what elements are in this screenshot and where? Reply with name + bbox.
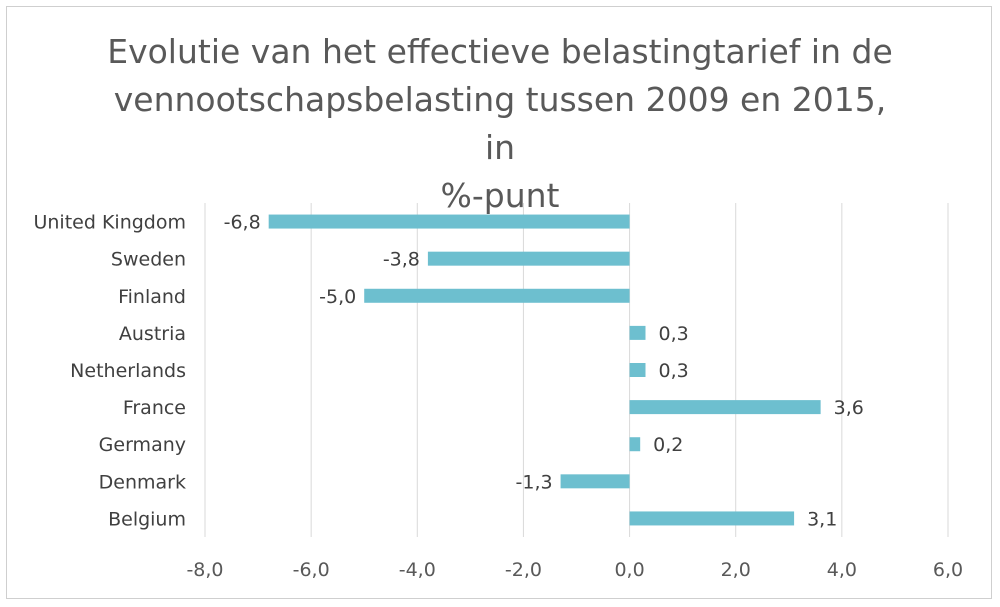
chart-title-line-3: %-punt xyxy=(440,176,560,215)
chart-title-line-2: vennootschapsbelasting tussen 2009 en 20… xyxy=(113,80,887,167)
category-label: Germany xyxy=(99,434,186,456)
data-label: -3,8 xyxy=(383,249,420,271)
data-label: 0,2 xyxy=(653,434,683,456)
category-label: Netherlands xyxy=(70,360,186,382)
bar xyxy=(364,288,630,303)
category-label: Belgium xyxy=(108,508,186,530)
data-label: 3,1 xyxy=(807,508,837,530)
chart-title: Evolutie van het effectieve belastingtar… xyxy=(100,28,900,220)
data-label: 3,6 xyxy=(834,397,864,419)
data-label: -5,0 xyxy=(319,286,356,308)
category-label: Finland xyxy=(118,286,186,308)
bar xyxy=(268,214,630,229)
category-label: France xyxy=(123,397,186,419)
category-label: United Kingdom xyxy=(33,212,186,234)
x-tick-label: 4,0 xyxy=(827,559,857,581)
category-label: Denmark xyxy=(99,471,186,493)
bar xyxy=(560,474,630,489)
data-label: 0,3 xyxy=(658,323,688,345)
bar xyxy=(629,363,646,377)
x-tick-label: 6,0 xyxy=(933,559,963,581)
x-tick-label: -2,0 xyxy=(505,559,542,581)
chart-title-line-1: Evolutie van het effectieve belastingtar… xyxy=(107,32,893,71)
bar xyxy=(629,511,795,526)
bar xyxy=(629,400,821,415)
category-label: Austria xyxy=(119,323,186,345)
x-tick-label: -6,0 xyxy=(293,559,330,581)
data-label: 0,3 xyxy=(658,360,688,382)
bar xyxy=(629,325,646,340)
data-label: -6,8 xyxy=(224,212,261,234)
x-tick-label: 0,0 xyxy=(614,559,644,581)
x-tick-label: -4,0 xyxy=(399,559,436,581)
bar xyxy=(629,437,641,452)
x-tick-label: 2,0 xyxy=(721,559,751,581)
bar xyxy=(427,251,630,266)
x-tick-label: -8,0 xyxy=(186,559,223,581)
data-label: -1,3 xyxy=(516,471,553,493)
category-label: Sweden xyxy=(111,249,186,271)
